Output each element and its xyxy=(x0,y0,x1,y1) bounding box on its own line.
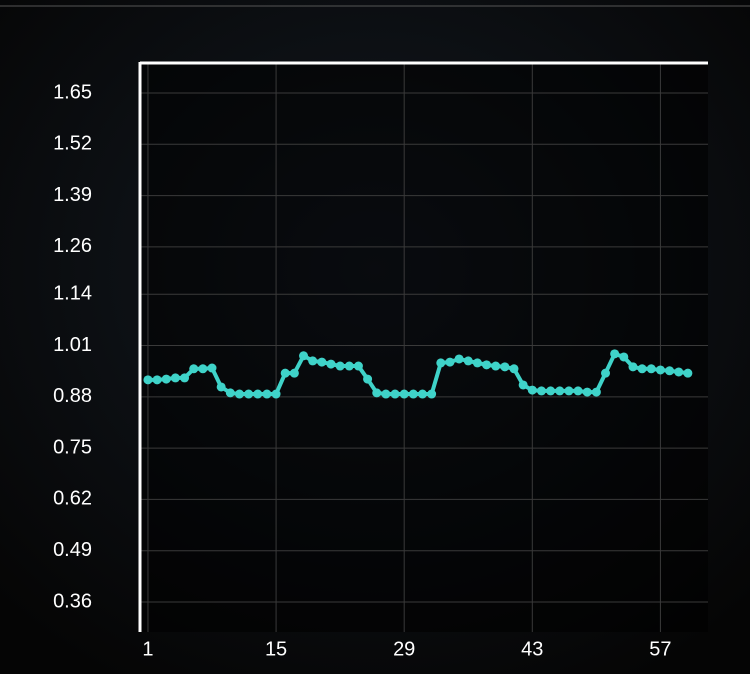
point xyxy=(683,368,693,378)
point xyxy=(289,368,299,378)
point xyxy=(491,361,501,371)
point xyxy=(363,374,373,384)
point xyxy=(500,362,510,372)
point xyxy=(454,354,464,364)
point xyxy=(234,389,244,399)
x-tick-label: 57 xyxy=(649,638,671,660)
point xyxy=(299,351,309,361)
point xyxy=(244,389,254,399)
point xyxy=(280,368,290,378)
marks xyxy=(143,349,693,399)
point xyxy=(536,386,546,396)
point xyxy=(335,361,345,371)
point xyxy=(381,389,391,399)
point xyxy=(308,356,318,366)
point xyxy=(207,363,217,373)
y-tick-label: 0.75 xyxy=(53,436,92,458)
y-tick-label: 1.14 xyxy=(53,283,92,305)
point xyxy=(344,361,354,371)
point xyxy=(317,357,327,367)
point xyxy=(665,366,675,376)
point xyxy=(628,362,638,372)
point xyxy=(573,386,583,396)
point xyxy=(619,352,629,362)
point xyxy=(253,389,263,399)
plot-area xyxy=(140,63,708,632)
point xyxy=(445,357,455,367)
point xyxy=(170,373,180,383)
y-tick-label: 1.26 xyxy=(53,235,92,257)
point xyxy=(180,373,190,383)
y-tick-label: 1.01 xyxy=(53,334,92,356)
point xyxy=(546,386,556,396)
grid xyxy=(140,63,708,632)
point xyxy=(674,367,684,377)
point xyxy=(527,385,537,395)
y-tick-label: 0.36 xyxy=(53,590,92,612)
y-tick-label: 0.88 xyxy=(53,385,92,407)
point xyxy=(399,389,409,399)
point xyxy=(427,389,437,399)
x-tick-label: 43 xyxy=(521,638,543,660)
point xyxy=(372,388,382,398)
y-tick-label: 1.52 xyxy=(53,133,92,155)
point xyxy=(436,358,446,368)
point xyxy=(610,349,620,359)
point xyxy=(189,364,199,374)
point xyxy=(271,389,281,399)
y-tick-label: 0.49 xyxy=(53,539,92,561)
point xyxy=(326,359,336,369)
point xyxy=(143,375,153,385)
point xyxy=(262,389,272,399)
point xyxy=(225,388,235,398)
point xyxy=(198,364,208,374)
y-tick-label: 1.65 xyxy=(53,81,92,103)
point xyxy=(390,389,400,399)
x-tick-label: 15 xyxy=(265,638,287,660)
point xyxy=(637,364,647,374)
point xyxy=(152,375,162,385)
point xyxy=(463,356,473,366)
point xyxy=(564,386,574,396)
x-tick-label: 29 xyxy=(393,638,415,660)
x-tick-label: 1 xyxy=(142,638,153,660)
point xyxy=(646,364,656,374)
point xyxy=(482,360,492,370)
point xyxy=(601,368,611,378)
point xyxy=(408,389,418,399)
point xyxy=(655,365,665,375)
point xyxy=(417,389,427,399)
y-tick-label: 0.62 xyxy=(53,488,92,510)
y-tick-label: 1.39 xyxy=(53,184,92,206)
point xyxy=(555,386,565,396)
point xyxy=(161,374,171,384)
point xyxy=(472,358,482,368)
point xyxy=(216,382,226,392)
point xyxy=(591,387,601,397)
point xyxy=(509,364,519,374)
point xyxy=(353,361,363,371)
point xyxy=(582,387,592,397)
point xyxy=(518,380,528,390)
